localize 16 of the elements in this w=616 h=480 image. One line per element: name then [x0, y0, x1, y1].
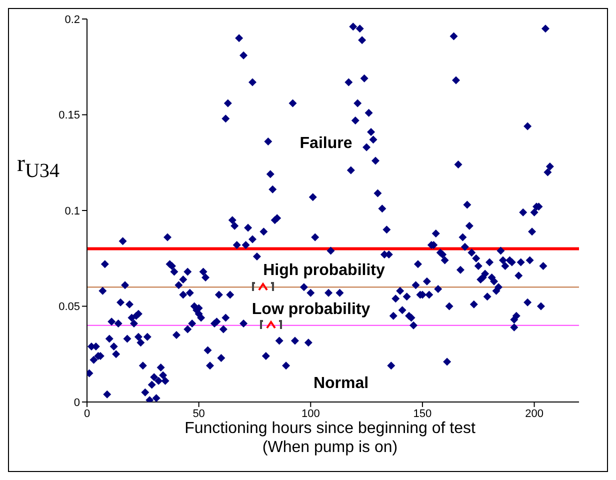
- annotation: High probability: [261, 262, 387, 280]
- x-axis-title: Functioning hours since beginning of test (When pump is on): [184, 419, 476, 457]
- annotation: Failure: [298, 135, 354, 153]
- x-tick-label: 0: [84, 408, 90, 420]
- y-tick-label: 0.2: [64, 14, 80, 26]
- x-tick-label: 50: [192, 408, 205, 420]
- x-tick-label: 200: [525, 408, 544, 420]
- annotation: Low probability: [250, 301, 372, 319]
- y-tick-label: 0: [74, 396, 80, 409]
- x-tick-label: 100: [301, 408, 320, 420]
- y-tick-label: 0.15: [58, 110, 80, 122]
- annotation: Normal: [312, 375, 370, 393]
- x-tick-label: 150: [413, 408, 432, 420]
- y-tick-label: 0.1: [64, 205, 80, 218]
- y-axis-title: r$_{U34}$: [17, 151, 60, 183]
- y-tick-label: 0.05: [58, 301, 80, 314]
